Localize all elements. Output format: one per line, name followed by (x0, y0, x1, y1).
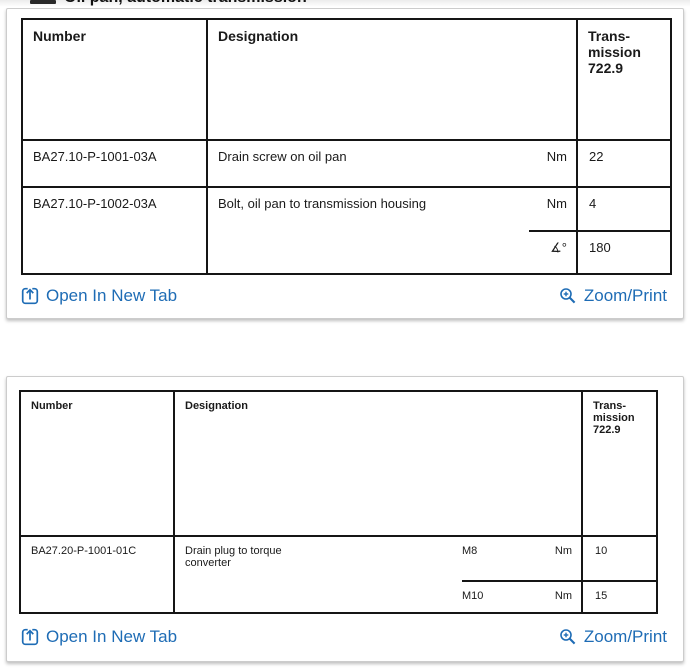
cell-value: 15 (583, 580, 656, 612)
cell-size: M10 (462, 590, 484, 602)
open-in-new-tab-label: Open In New Tab (46, 286, 178, 305)
section-title: Oil pan, automatic transmission (64, 0, 307, 7)
cell-value: 180 (578, 230, 670, 273)
torque-table-1: Number Designation Trans- mission 722.9 … (21, 18, 672, 275)
zoom-print-link[interactable]: Zoom/Print (559, 627, 667, 647)
open-in-new-tab-label: Open In New Tab (46, 627, 178, 646)
cell-unit: Nm (546, 196, 567, 211)
cell-size: M8 (462, 545, 478, 557)
cell-designation: Bolt, oil pan to transmission housing (218, 196, 427, 211)
zoom-plus-icon (559, 628, 577, 646)
zoom-print-label: Zoom/Print (583, 286, 667, 305)
open-in-new-tab-link[interactable]: Open In New Tab (21, 286, 177, 306)
table1-header-row: Number Designation Trans- mission 722.9 (23, 20, 670, 139)
col-header-transmission: Trans- mission 722.9 (588, 28, 641, 76)
cell-value: 22 (589, 149, 604, 164)
cell-designation-empty (208, 230, 529, 246)
zoom-print-label: Zoom/Print (583, 627, 667, 646)
open-in-new-tab-icon (21, 628, 39, 646)
cell-number: BA27.20-P-1001-01C (21, 537, 175, 612)
panel1-footer: Open In New Tab Zoom/Print (7, 275, 683, 318)
cell-unit: Nm (546, 149, 567, 164)
cell-designation: Drain plug to torque converter (185, 545, 282, 569)
zoom-print-link[interactable]: Zoom/Print (559, 286, 667, 306)
cell-unit: Nm (554, 545, 572, 557)
panel2-footer: Open In New Tab Zoom/Print (7, 614, 683, 661)
open-in-new-tab-icon (21, 287, 39, 305)
cell-designation: Drain screw on oil pan (218, 149, 347, 164)
cell-number: BA27.10-P-1002-03A (23, 188, 208, 273)
cell-value: 4 (589, 196, 597, 211)
cell-unit: Nm (554, 590, 572, 602)
table-row: BA27.10-P-1002-03A Bolt, oil pan to tran… (23, 186, 670, 273)
open-in-new-tab-link[interactable]: Open In New Tab (21, 627, 177, 647)
torque-table-panel-1: Number Designation Trans- mission 722.9 … (6, 8, 684, 319)
cell-unit-angle: ∡° (529, 230, 576, 256)
section-header-cutoff: Oil pan, automatic transmission (0, 0, 690, 8)
zoom-plus-icon (559, 287, 577, 305)
table-row: BA27.10-P-1001-03A Drain screw on oil pa… (23, 139, 670, 186)
col-header-transmission: Trans- mission 722.9 (593, 400, 635, 436)
torque-table-panel-2: Number Designation Trans- mission 722.9 … (6, 376, 684, 662)
table2-header-row: Number Designation Trans- mission 722.9 (21, 392, 656, 535)
table-row: BA27.20-P-1001-01C Drain plug to torque … (21, 535, 656, 612)
cell-designation-empty (175, 580, 462, 596)
cell-value: 10 (595, 545, 608, 557)
col-header-designation: Designation (185, 400, 248, 412)
cell-number: BA27.10-P-1001-03A (23, 141, 208, 186)
col-header-designation: Designation (218, 28, 299, 44)
col-header-number: Number (33, 28, 86, 44)
collapse-icon[interactable] (30, 0, 56, 4)
torque-table-2: Number Designation Trans- mission 722.9 … (19, 390, 658, 614)
col-header-number: Number (31, 400, 73, 412)
